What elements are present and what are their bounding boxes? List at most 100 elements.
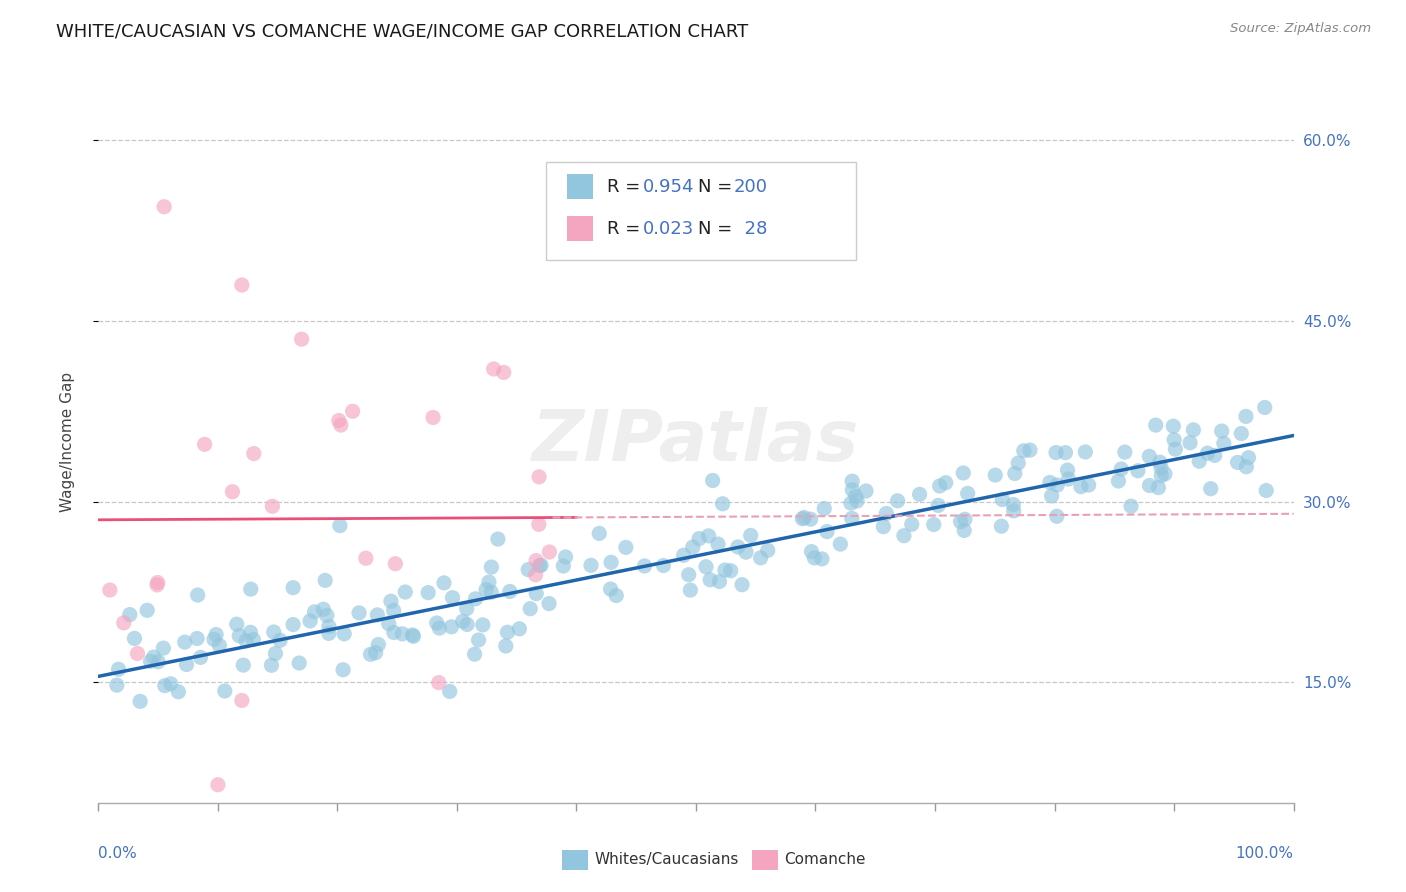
Point	[1226, 455, 1249, 469]
Point	[588, 526, 610, 541]
Text: R =: R =	[607, 178, 645, 196]
Point	[935, 475, 957, 490]
Point	[679, 583, 702, 598]
Point	[225, 617, 247, 632]
Point	[105, 678, 128, 692]
Point	[499, 584, 522, 599]
Point	[1019, 443, 1042, 458]
Point	[1070, 480, 1092, 494]
Point	[478, 575, 501, 590]
Point	[688, 532, 710, 546]
Text: 28: 28	[734, 220, 768, 238]
Point	[1046, 509, 1069, 524]
Point	[1040, 489, 1063, 503]
Point	[332, 663, 354, 677]
Point	[1149, 455, 1171, 469]
Point	[1109, 462, 1132, 476]
Point	[927, 499, 949, 513]
Point	[333, 627, 356, 641]
Point	[697, 529, 720, 543]
Point	[699, 573, 721, 587]
Point	[342, 404, 364, 418]
Point	[173, 635, 195, 649]
Point	[908, 487, 931, 501]
Point	[467, 632, 489, 647]
Point	[949, 515, 972, 529]
Point	[800, 544, 823, 558]
Point	[554, 549, 576, 564]
Point	[262, 500, 284, 514]
Point	[922, 517, 945, 532]
Point	[207, 778, 229, 792]
Point	[486, 532, 509, 546]
Point	[328, 413, 350, 427]
Point	[846, 494, 869, 508]
Point	[1188, 454, 1211, 468]
Point	[605, 589, 627, 603]
Point	[1056, 463, 1078, 477]
Point	[187, 588, 209, 602]
Point	[142, 650, 165, 665]
Point	[315, 608, 337, 623]
Point	[299, 614, 322, 628]
Text: 100.0%: 100.0%	[1236, 847, 1294, 861]
Point	[439, 684, 461, 698]
Point	[146, 655, 169, 669]
Point	[803, 550, 825, 565]
Point	[527, 517, 550, 532]
Point	[1057, 472, 1080, 486]
Point	[329, 418, 352, 433]
Point	[727, 540, 749, 554]
Point	[146, 575, 169, 590]
Point	[318, 619, 340, 633]
Point	[127, 647, 149, 661]
Text: N =: N =	[699, 178, 738, 196]
Point	[112, 615, 135, 630]
Point	[893, 529, 915, 543]
Point	[952, 466, 974, 480]
Point	[464, 591, 486, 606]
Point	[714, 563, 737, 577]
Point	[194, 437, 217, 451]
Point	[1002, 498, 1025, 512]
Text: Source: ZipAtlas.com: Source: ZipAtlas.com	[1230, 22, 1371, 36]
Point	[1137, 450, 1160, 464]
Point	[1150, 468, 1173, 483]
Point	[495, 639, 517, 653]
Point	[524, 553, 547, 567]
Point	[205, 627, 228, 641]
Point	[1114, 445, 1136, 459]
Point	[1039, 475, 1062, 490]
Point	[440, 620, 463, 634]
Point	[312, 602, 335, 616]
Point	[1107, 474, 1129, 488]
Text: 0.023: 0.023	[644, 220, 695, 238]
Point	[208, 639, 231, 653]
Point	[855, 483, 877, 498]
Point	[1164, 442, 1187, 456]
Point	[990, 519, 1012, 533]
Point	[508, 622, 530, 636]
Point	[380, 594, 402, 608]
Point	[239, 582, 262, 596]
Point	[1002, 504, 1025, 518]
Point	[553, 559, 575, 574]
Point	[1163, 419, 1185, 434]
Point	[517, 563, 540, 577]
Point	[1077, 478, 1099, 492]
Point	[1182, 423, 1205, 437]
Text: 0.954: 0.954	[644, 178, 695, 196]
Point	[239, 625, 262, 640]
Point	[231, 693, 253, 707]
Point	[1234, 459, 1257, 474]
Point	[529, 558, 551, 573]
Text: 0.0%: 0.0%	[98, 847, 138, 861]
Point	[384, 557, 406, 571]
Point	[1150, 461, 1173, 475]
Point	[429, 621, 451, 635]
Point	[235, 633, 257, 648]
Point	[731, 577, 754, 591]
Point	[682, 540, 704, 554]
Point	[426, 615, 449, 630]
Point	[366, 607, 388, 622]
